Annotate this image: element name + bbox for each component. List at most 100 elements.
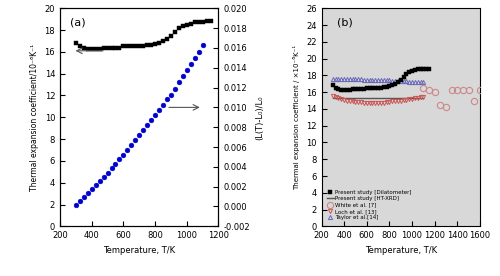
Present study [Dilatometer]	[423, 67, 429, 70]
Taylor et al.[14]	[412, 80, 418, 84]
Present study [Dilatometer]	[330, 84, 336, 87]
Present study [Dilatometer]	[381, 86, 387, 89]
Text: (b): (b)	[338, 17, 353, 27]
Taylor et al.[14]	[378, 79, 384, 82]
Taylor et al.[14]	[404, 79, 409, 83]
Loch et al. [13]	[398, 99, 404, 102]
White et al. [7]	[438, 103, 444, 106]
White et al. [7]	[448, 89, 454, 92]
Loch et al. [13]	[409, 97, 415, 100]
Present study [Dilatometer]	[338, 88, 344, 91]
X-axis label: Temperature, T/K: Temperature, T/K	[103, 246, 176, 255]
Present study [Dilatometer]	[356, 87, 362, 91]
White et al. [7]	[472, 99, 478, 102]
Loch et al. [13]	[352, 100, 358, 104]
Taylor et al.[14]	[338, 77, 344, 80]
Loch et al. [13]	[412, 96, 418, 100]
Present study [Dilatometer]	[332, 86, 338, 90]
Present study [Dilatometer]	[390, 84, 396, 87]
Line: Present study [Dilatometer]: Present study [Dilatometer]	[330, 67, 431, 92]
White et al. [7]	[460, 88, 466, 91]
Loch et al. [13]	[378, 101, 384, 105]
Loch et al. [13]	[330, 95, 336, 98]
Taylor et al.[14]	[420, 80, 426, 84]
Present study [Dilatometer]	[395, 80, 401, 84]
Taylor et al.[14]	[400, 79, 406, 83]
Taylor et al.[14]	[392, 79, 398, 83]
Taylor et al.[14]	[370, 78, 376, 81]
Taylor et al.[14]	[330, 77, 336, 80]
Taylor et al.[14]	[384, 79, 390, 82]
Loch et al. [13]	[372, 101, 378, 105]
Taylor et al.[14]	[347, 77, 353, 80]
Present study [Dilatometer]	[406, 70, 412, 74]
Present study [Dilatometer]	[366, 86, 372, 90]
Present study [Dilatometer]	[409, 70, 415, 73]
Line: White et al. [7]: White et al. [7]	[420, 85, 483, 110]
Loch et al. [13]	[414, 96, 420, 100]
Present study [Dilatometer]	[336, 87, 342, 91]
X-axis label: Temperature, T/K: Temperature, T/K	[364, 246, 437, 255]
Loch et al. [13]	[370, 101, 376, 105]
Taylor et al.[14]	[341, 77, 347, 80]
Loch et al. [13]	[356, 100, 362, 104]
Loch et al. [13]	[338, 97, 344, 100]
Loch et al. [13]	[361, 101, 367, 105]
Taylor et al.[14]	[358, 77, 364, 80]
Loch et al. [13]	[347, 100, 353, 103]
Text: (a): (a)	[70, 17, 85, 27]
Present study [Dilatometer]	[426, 67, 432, 70]
Present study [Dilatometer]	[375, 86, 381, 90]
Present study [HT-XRD]	[420, 96, 426, 100]
Loch et al. [13]	[336, 96, 342, 100]
Y-axis label: Thermal expansion coefficient / ×10⁻⁶K⁻¹: Thermal expansion coefficient / ×10⁻⁶K⁻¹	[294, 45, 300, 190]
Loch et al. [13]	[358, 100, 364, 104]
Present study [Dilatometer]	[414, 68, 420, 71]
White et al. [7]	[454, 89, 460, 92]
Present study [Dilatometer]	[400, 75, 406, 79]
White et al. [7]	[426, 88, 432, 91]
Loch et al. [13]	[332, 95, 338, 99]
Loch et al. [13]	[420, 95, 426, 99]
Line: Loch et al. [13]: Loch et al. [13]	[330, 94, 426, 105]
Present study [Dilatometer]	[378, 86, 384, 90]
Taylor et al.[14]	[395, 79, 401, 83]
Present study [Dilatometer]	[372, 86, 378, 90]
Taylor et al.[14]	[372, 78, 378, 81]
Y-axis label: (L(T)-L₀)/L₀: (L(T)-L₀)/L₀	[256, 95, 264, 140]
Taylor et al.[14]	[350, 77, 356, 80]
Taylor et al.[14]	[390, 79, 396, 83]
Present study [Dilatometer]	[352, 87, 358, 91]
Loch et al. [13]	[341, 98, 347, 101]
Loch et al. [13]	[406, 97, 412, 100]
Present study [HT-XRD]	[330, 96, 336, 100]
Taylor et al.[14]	[418, 80, 424, 84]
Taylor et al.[14]	[414, 80, 420, 84]
White et al. [7]	[477, 89, 483, 92]
Taylor et al.[14]	[364, 78, 370, 81]
Taylor et al.[14]	[375, 78, 381, 81]
Loch et al. [13]	[404, 98, 409, 101]
Present study [Dilatometer]	[358, 87, 364, 91]
White et al. [7]	[420, 86, 426, 90]
Present study [Dilatometer]	[344, 88, 350, 91]
Y-axis label: Thermal expansion coefficient/10⁻⁶K⁻¹: Thermal expansion coefficient/10⁻⁶K⁻¹	[30, 44, 39, 191]
Taylor et al.[14]	[332, 77, 338, 80]
Taylor et al.[14]	[344, 77, 350, 80]
Present study [Dilatometer]	[384, 86, 390, 89]
Loch et al. [13]	[392, 100, 398, 103]
Present study [Dilatometer]	[404, 72, 409, 75]
Loch et al. [13]	[381, 101, 387, 105]
Loch et al. [13]	[350, 100, 356, 103]
Legend: Present study [Dilatometer], Present study [HT-XRD], White et al. [7], Loch et a: Present study [Dilatometer], Present stu…	[326, 189, 413, 221]
Taylor et al.[14]	[409, 80, 415, 84]
Taylor et al.[14]	[352, 77, 358, 80]
Taylor et al.[14]	[356, 77, 362, 80]
Present study [Dilatometer]	[398, 78, 404, 81]
Present study [Dilatometer]	[412, 69, 418, 72]
Present study [Dilatometer]	[392, 82, 398, 85]
Loch et al. [13]	[344, 99, 350, 102]
Present study [Dilatometer]	[386, 85, 392, 88]
Present study [Dilatometer]	[420, 68, 426, 71]
Loch et al. [13]	[366, 101, 372, 105]
